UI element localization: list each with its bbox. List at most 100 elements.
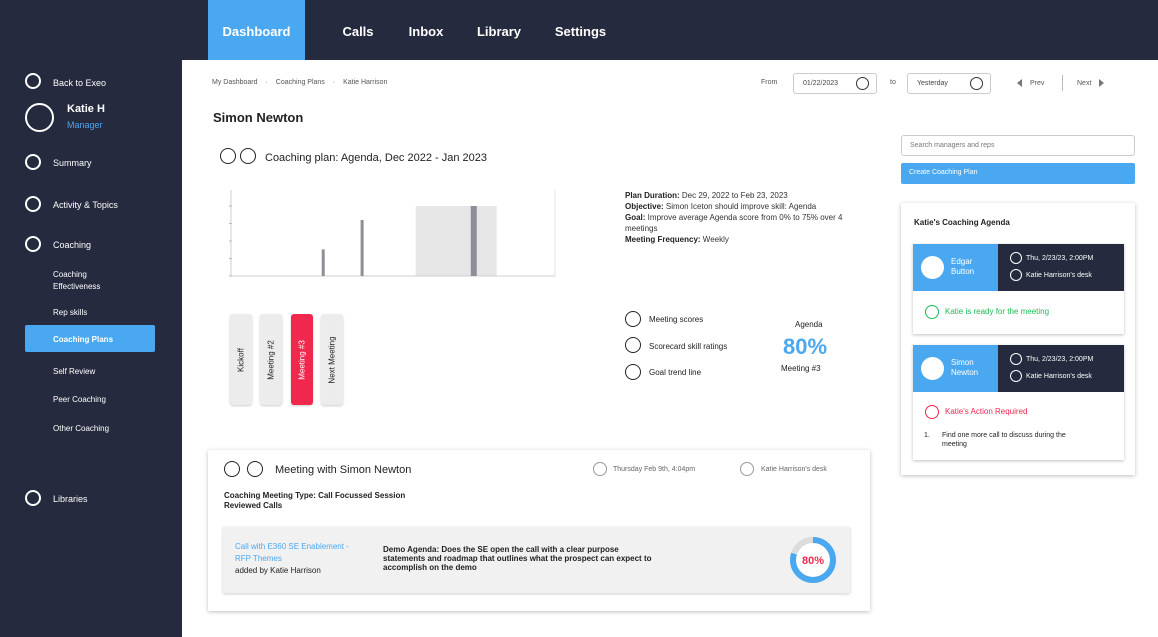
agenda-card-name: Simon Newton bbox=[951, 358, 978, 378]
next-button[interactable]: Next bbox=[1077, 79, 1105, 87]
meeting-type: Coaching Meeting Type: Call Focussed Ses… bbox=[224, 491, 405, 511]
call-link[interactable]: Call with E360 SE Enablement - RFP Theme… bbox=[235, 542, 349, 563]
page-title: Simon Newton bbox=[213, 110, 304, 125]
meeting-card: Meeting with Simon Newton Thursday Feb 9… bbox=[208, 450, 870, 611]
coaching-agenda-panel: Katie's Coaching Agenda Edgar Button Thu… bbox=[901, 203, 1135, 475]
summary-icon bbox=[25, 154, 41, 170]
sidebar-item-back[interactable]: Back to Exeo bbox=[53, 78, 107, 88]
sidebar-item-rep-skills[interactable]: Rep skills bbox=[53, 308, 88, 317]
action-step-number: 1. bbox=[924, 432, 930, 439]
avatar[interactable] bbox=[25, 103, 54, 132]
avatar bbox=[921, 357, 944, 380]
to-label: to bbox=[890, 79, 896, 86]
tab-kickoff[interactable]: Kickoff bbox=[230, 314, 252, 405]
sidebar-item-self-review[interactable]: Self Review bbox=[53, 367, 96, 376]
sidebar-item-other-coaching[interactable]: Other Coaching bbox=[53, 424, 110, 433]
user-role: Manager bbox=[67, 120, 103, 130]
coaching-icon bbox=[25, 236, 41, 252]
location-icon bbox=[740, 462, 754, 476]
chart-bar bbox=[321, 249, 325, 276]
agenda-panel-title: Katie's Coaching Agenda bbox=[914, 218, 1010, 227]
chart-bar bbox=[470, 206, 477, 276]
meeting-scores-label: Meeting scores bbox=[649, 315, 704, 324]
tab-meeting-2[interactable]: Meeting #2 bbox=[260, 314, 282, 405]
coaching-effectiveness-l2: Effectiveness bbox=[53, 282, 101, 291]
sidebar-item-peer-coaching[interactable]: Peer Coaching bbox=[53, 395, 106, 404]
goal-trend-label: Goal trend line bbox=[649, 368, 702, 377]
from-date-value: 01/22/2023 bbox=[803, 80, 839, 87]
scorecard-skill-radio[interactable] bbox=[625, 337, 641, 353]
tab-kickoff-label: Kickoff bbox=[236, 347, 246, 372]
plan-title: Coaching plan: Agenda, Dec 2022 - Jan 20… bbox=[265, 152, 487, 164]
tab-settings[interactable]: Settings bbox=[554, 24, 607, 39]
tab-library[interactable]: Library bbox=[476, 24, 522, 39]
tab-dashboard[interactable]: Dashboard bbox=[208, 0, 305, 60]
calendar-icon[interactable] bbox=[970, 77, 983, 90]
ready-status-icon bbox=[925, 305, 939, 319]
breadcrumb-current: Katie Harrison bbox=[343, 79, 388, 86]
objective-value: Simon Iceton should improve skill: Agend… bbox=[663, 202, 817, 211]
plan-info: Plan Duration: Dec 29, 2022 to Feb 23, 2… bbox=[625, 190, 845, 245]
tab-meeting-3[interactable]: Meeting #3 bbox=[291, 314, 313, 405]
create-coaching-plan-button[interactable]: Create Coaching Plan bbox=[901, 163, 1135, 184]
search-input[interactable]: Search managers and reps bbox=[901, 135, 1135, 156]
tab-inbox[interactable]: Inbox bbox=[408, 24, 444, 39]
avatar bbox=[921, 256, 944, 279]
plan-toggle-icon[interactable] bbox=[220, 148, 236, 164]
to-date-value: Yesterday bbox=[917, 80, 948, 87]
reviewed-call-item[interactable]: Call with E360 SE Enablement - RFP Theme… bbox=[223, 527, 850, 593]
activity-icon bbox=[25, 196, 41, 212]
calendar-icon[interactable] bbox=[856, 77, 869, 90]
tab-meeting-2-label: Meeting #2 bbox=[266, 339, 276, 380]
action-required-icon bbox=[925, 405, 939, 419]
agenda-card-datetime: Thu, 2/23/23, 2:00PM bbox=[1026, 255, 1094, 262]
goal-label: Goal: bbox=[625, 213, 646, 222]
agenda-card-datetime: Thu, 2/23/23, 2:00PM bbox=[1026, 356, 1094, 363]
sidebar-item-coaching-plans[interactable] bbox=[25, 325, 155, 352]
agenda-card-location: Katie Harrison's desk bbox=[1026, 373, 1092, 380]
sidebar-item-libraries[interactable]: Libraries bbox=[53, 494, 88, 504]
scorecard-skill-label: Scorecard skill ratings bbox=[649, 342, 728, 351]
frequency-label: Meeting Frequency: bbox=[625, 235, 701, 244]
agenda-score-label: Agenda bbox=[795, 320, 823, 329]
call-added-by: added by Katie Harrison bbox=[235, 566, 321, 575]
tab-meeting-3-label: Meeting #3 bbox=[297, 339, 307, 380]
score-ring: 80% bbox=[790, 537, 836, 583]
sidebar-item-activity[interactable]: Activity & Topics bbox=[53, 200, 118, 210]
next-label: Next bbox=[1077, 79, 1092, 87]
pager-divider bbox=[1062, 75, 1063, 91]
sidebar-item-coaching[interactable]: Coaching bbox=[53, 240, 92, 250]
agenda-card-status: Katie's Action Required bbox=[925, 405, 1027, 419]
breadcrumb-dashboard[interactable]: My Dashboard bbox=[212, 79, 258, 86]
plan-edit-icon[interactable] bbox=[240, 148, 256, 164]
to-date-field[interactable]: Yesterday bbox=[907, 73, 991, 94]
from-label: From bbox=[761, 79, 778, 86]
duration-label: Plan Duration: bbox=[625, 191, 680, 200]
from-date-field[interactable]: 01/22/2023 bbox=[793, 73, 877, 94]
meeting-edit-icon[interactable] bbox=[247, 461, 263, 477]
meeting-toggle-icon[interactable] bbox=[224, 461, 240, 477]
agenda-card[interactable]: Simon Newton Thu, 2/23/23, 2:00PM Katie … bbox=[913, 345, 1124, 460]
meeting-scores-radio[interactable] bbox=[625, 311, 641, 327]
top-nav: Dashboard Calls Inbox Library Settings bbox=[0, 0, 1158, 60]
prev-button[interactable]: Prev bbox=[1017, 79, 1044, 87]
prev-label: Prev bbox=[1030, 79, 1045, 87]
agenda-card[interactable]: Edgar Button Thu, 2/23/23, 2:00PM Katie … bbox=[913, 244, 1124, 334]
meeting-title: Meeting with Simon Newton bbox=[275, 464, 412, 476]
call-description: Demo Agenda: Does the SE open the call w… bbox=[383, 545, 652, 572]
agenda-card-name-l2: Button bbox=[951, 267, 975, 276]
goal-trend-radio[interactable] bbox=[625, 364, 641, 380]
breadcrumb-coaching-plans[interactable]: Coaching Plans bbox=[275, 79, 325, 86]
sidebar-item-coaching-effectiveness[interactable]: Coaching Effectiveness bbox=[53, 269, 100, 293]
goal-value: Improve average Agenda score from 0% to … bbox=[625, 213, 843, 233]
breadcrumb-sep: · bbox=[332, 79, 336, 86]
back-icon bbox=[25, 73, 41, 89]
meeting-type-line: Coaching Meeting Type: Call Focussed Ses… bbox=[224, 491, 406, 500]
sidebar-item-summary[interactable]: Summary bbox=[53, 158, 92, 168]
tab-calls[interactable]: Calls bbox=[342, 24, 374, 39]
objective-label: Objective: bbox=[625, 202, 664, 211]
duration-value: Dec 29, 2022 to Feb 23, 2023 bbox=[679, 191, 788, 200]
tab-next-meeting[interactable]: Next Meeting bbox=[321, 314, 343, 405]
agenda-card-location: Katie Harrison's desk bbox=[1026, 272, 1092, 279]
tab-next-meeting-label: Next Meeting bbox=[327, 335, 337, 384]
